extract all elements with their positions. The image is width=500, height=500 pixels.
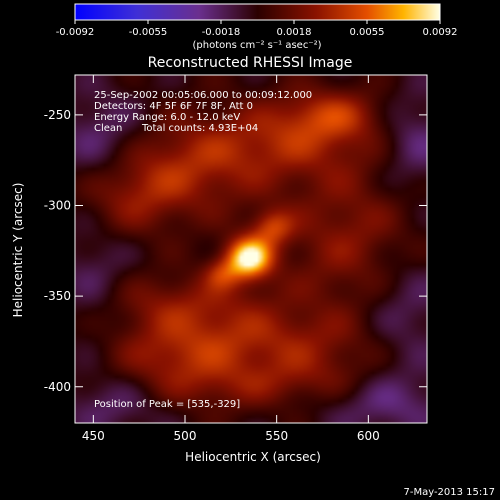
x-tick-label: 600 [357, 429, 380, 443]
colorbar-tick-label: -0.0055 [129, 27, 168, 38]
annotation-time: 25-Sep-2002 00:05:06.000 to 00:09:12.000 [94, 90, 312, 101]
colorbar-tick-label: 0.0092 [423, 27, 458, 38]
colorbar-gradient [74, 3, 441, 21]
plot-area: 450 500 550 600 -250 -300 -350 -400 [44, 74, 428, 443]
y-tick-label: -350 [44, 289, 71, 303]
colorbar-ticks: -0.0092 -0.0055 -0.0018 0.0018 0.0055 0.0092 [56, 20, 458, 38]
annotation-counts: Total counts: 4.93E+04 [141, 123, 258, 134]
annotation-block: 25-Sep-2002 00:05:06.000 to 00:09:12.000… [94, 90, 312, 410]
peak-position-label: Position of Peak = [535,-329] [94, 399, 240, 410]
annotation-energy: Energy Range: 6.0 - 12.0 keV [94, 112, 240, 123]
x-axis-label: Heliocentric X (arcsec) [185, 450, 321, 464]
plot-frame [74, 74, 428, 424]
y-tick-label: -250 [44, 108, 71, 122]
colorbar: -0.0092 -0.0055 -0.0018 0.0018 0.0055 0.0092 … [56, 3, 458, 51]
colorbar-tick-label: -0.0018 [202, 27, 241, 38]
x-tick-label: 450 [82, 429, 105, 443]
x-tick-label: 550 [265, 429, 288, 443]
colorbar-unit: (photons cm⁻² s⁻¹ asec⁻²) [192, 40, 321, 51]
x-tick-label: 500 [174, 429, 197, 443]
colorbar-tick-label: 0.0018 [277, 27, 312, 38]
y-axis-ticks: -250 -300 -350 -400 [44, 108, 427, 394]
colorbar-tick-label: -0.0092 [56, 27, 95, 38]
chart-title: Reconstructed RHESSI Image [148, 55, 353, 71]
colorbar-tick-label: 0.0055 [350, 27, 385, 38]
annotation-method: Clean [94, 123, 122, 134]
annotation-detectors: Detectors: 4F 5F 6F 7F 8F, Att 0 [94, 101, 253, 112]
timestamp: 7-May-2013 15:17 [403, 487, 495, 498]
heatmap-image [75, 75, 427, 423]
y-tick-label: -400 [44, 380, 71, 394]
y-tick-label: -300 [44, 199, 71, 213]
y-axis-label: Heliocentric Y (arcsec) [11, 183, 25, 318]
x-axis-ticks: 450 500 550 600 [82, 75, 380, 443]
